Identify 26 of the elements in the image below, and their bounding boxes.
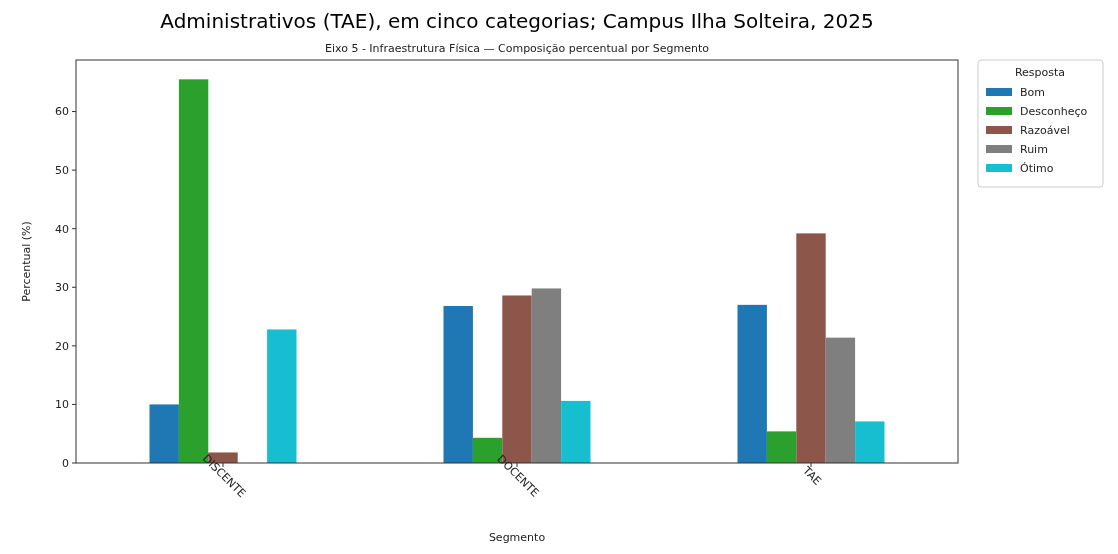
bar <box>796 233 826 463</box>
x-axis-title: Segmento <box>488 531 546 544</box>
legend-label: Bom <box>1020 85 1045 99</box>
y-axis-title: Percentual (%) <box>20 221 33 302</box>
bar <box>825 337 856 463</box>
bar <box>561 400 591 463</box>
bar <box>737 304 767 463</box>
bar <box>443 306 473 463</box>
bar <box>766 431 797 463</box>
legend-label: Desconheço <box>1020 104 1088 118</box>
bar <box>855 421 885 463</box>
y-tick-label: 10 <box>55 398 69 412</box>
chart-title: Eixo 5 - Infraestrutura Física — Composição percentual por Segmento <box>324 42 710 55</box>
legend-title: Resposta <box>1014 66 1066 79</box>
y-tick-label: 60 <box>55 105 69 119</box>
y-tick-label: 40 <box>55 222 69 236</box>
legend-label: Ótimo <box>1020 161 1054 175</box>
y-tick-label: 20 <box>55 339 69 353</box>
y-tick-label: 0 <box>62 456 69 470</box>
bar <box>149 404 179 463</box>
chart-subtitle: Administrativos (TAE), em cinco categorias; Campus Ilha Solteira, 2025 <box>160 9 874 33</box>
legend-label: Razoável <box>1020 123 1070 137</box>
y-tick-label: 50 <box>55 163 69 177</box>
bar <box>267 329 297 463</box>
y-tick-label: 30 <box>55 281 69 295</box>
legend-label: Ruim <box>1020 142 1048 156</box>
